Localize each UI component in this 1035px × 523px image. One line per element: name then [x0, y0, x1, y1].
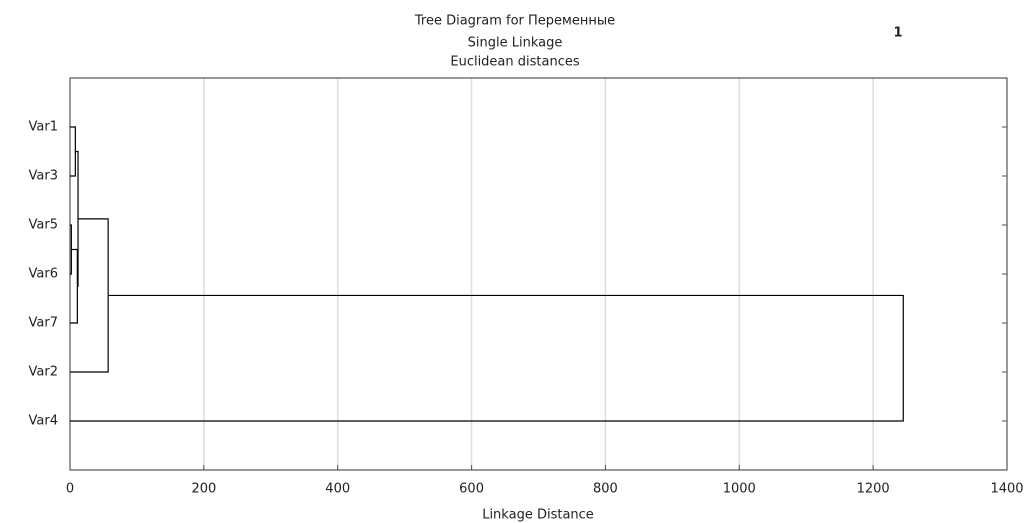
x-tick-label: 1200	[857, 482, 890, 497]
x-tick-label: 800	[593, 482, 618, 497]
leaf-label: Var4	[29, 414, 58, 429]
dendrogram-link	[70, 248, 78, 324]
chart-subtitle: Euclidean distances	[450, 55, 579, 70]
x-tick-label: 400	[325, 482, 350, 497]
leaf-label: Var6	[29, 267, 58, 282]
leaf-label: Var3	[29, 169, 58, 184]
x-tick-label: 1000	[723, 482, 756, 497]
leaf-label: Var5	[29, 218, 58, 233]
x-tick-label: 1400	[990, 482, 1023, 497]
dendrogram-link	[70, 294, 904, 422]
x-tick-label: 0	[66, 482, 74, 497]
leaf-label: Var1	[29, 120, 58, 135]
leaf-label: Var7	[29, 316, 58, 331]
x-axis-label: Linkage Distance	[482, 508, 594, 523]
leaf-label: Var2	[29, 365, 58, 380]
annotation: 1	[893, 26, 902, 41]
plot-frame	[69, 77, 1008, 471]
dendrogram-link	[75, 150, 79, 287]
chart-title: Tree Diagram for Переменные	[414, 14, 615, 29]
x-tick-label: 200	[191, 482, 216, 497]
chart-subtitle: Single Linkage	[468, 36, 563, 51]
dendrogram-link	[70, 218, 109, 373]
dendrogram-link	[70, 126, 76, 177]
x-tick-label: 600	[459, 482, 484, 497]
